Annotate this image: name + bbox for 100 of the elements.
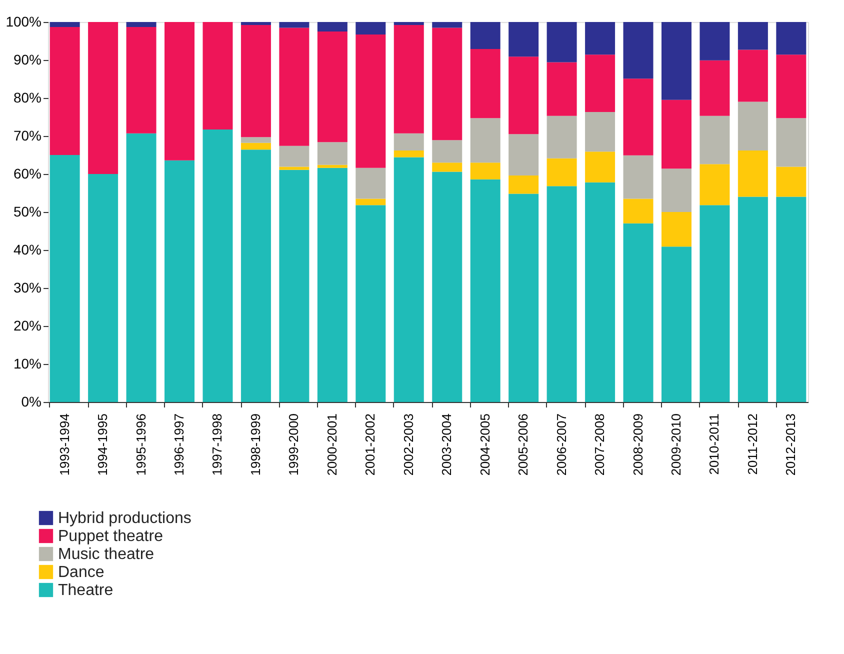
y-tick-label: 70% [13, 128, 42, 144]
bar [508, 56, 539, 134]
y-tick-label: 40% [13, 242, 42, 258]
bar [546, 116, 577, 158]
bar [470, 118, 500, 163]
x-tick-label: 1996-1997 [172, 414, 187, 476]
bar [240, 25, 271, 138]
bar [279, 146, 310, 167]
bar [126, 133, 156, 402]
bar [623, 78, 654, 156]
bar [700, 22, 730, 60]
x-tick-label: 2005-2006 [516, 414, 531, 476]
bar [470, 22, 500, 49]
bar [508, 22, 539, 57]
bar [661, 168, 692, 212]
bar [88, 174, 118, 402]
bar [317, 168, 348, 402]
legend-label: Hybrid productions [58, 510, 192, 527]
x-tick-label: 1994-1995 [95, 414, 110, 476]
bar [317, 142, 348, 165]
bar [546, 22, 577, 62]
bar [776, 166, 806, 197]
x-tick-label: 2001-2002 [362, 414, 378, 476]
x-tick-label: 2000-2001 [324, 414, 340, 476]
bar [432, 22, 462, 28]
x-tick-label: 1997-1998 [210, 414, 225, 476]
bar [776, 196, 806, 402]
bar [279, 22, 310, 28]
bar [776, 22, 806, 55]
x-tick-label: 2009-2010 [668, 414, 684, 476]
bar [738, 50, 768, 102]
y-tick-label: 60% [13, 166, 42, 182]
bar [470, 179, 500, 402]
bar [240, 22, 271, 26]
bar [279, 166, 310, 170]
x-tick-label: 1999-2000 [286, 414, 302, 476]
bar [585, 54, 616, 112]
bar [356, 22, 386, 35]
bar [50, 26, 80, 155]
bar [279, 170, 310, 402]
y-tick-label: 100% [6, 14, 42, 30]
x-tick-label: 2004-2005 [477, 414, 492, 476]
bar [356, 205, 386, 402]
bar [546, 186, 577, 402]
bar [279, 28, 310, 146]
legend-label: Puppet theatre [58, 528, 164, 545]
bar [546, 158, 577, 186]
bar [738, 196, 768, 402]
x-tick-label: 2007-2008 [592, 414, 608, 476]
bar [623, 223, 654, 402]
bar [202, 130, 233, 402]
bar [88, 22, 118, 174]
x-tick-label: 2011-2012 [744, 414, 760, 475]
bar [240, 142, 271, 150]
x-tick-label: 1995-1996 [133, 414, 148, 476]
bar [661, 100, 692, 169]
bar [356, 34, 386, 168]
bar [394, 22, 424, 26]
bar [394, 25, 424, 134]
bar [700, 164, 730, 206]
y-tick-label: 90% [13, 52, 42, 68]
bar [508, 134, 539, 176]
bar [317, 22, 348, 32]
x-tick-label: 2012-2013 [783, 414, 798, 476]
bar [432, 28, 462, 140]
bar [623, 198, 654, 224]
bar [394, 133, 424, 150]
bar [432, 162, 462, 172]
x-tick-label: 2002-2003 [400, 414, 416, 476]
bar [317, 32, 348, 142]
x-tick-label: 1993-1994 [56, 414, 72, 476]
bar [623, 22, 654, 79]
bar [738, 102, 768, 150]
y-tick-label: 0% [21, 394, 42, 410]
x-tick-label: 2010-2011 [706, 414, 722, 475]
x-tick-label: 2003-2004 [439, 414, 454, 476]
bar [50, 155, 80, 402]
bar [700, 205, 730, 402]
bar [394, 150, 424, 158]
y-tick-label: 10% [13, 356, 42, 372]
bar [470, 162, 500, 180]
bar [776, 118, 806, 167]
bar [317, 164, 348, 168]
y-tick-label: 50% [13, 204, 42, 220]
bar [623, 155, 654, 199]
bar [661, 212, 692, 247]
bar [585, 22, 616, 55]
bar [738, 150, 768, 197]
x-tick-label: 2006-2007 [554, 414, 569, 476]
bar [738, 22, 768, 50]
bar [700, 60, 730, 116]
bar [508, 176, 539, 194]
x-tick-label: 1998-1999 [248, 414, 263, 476]
bar [585, 152, 616, 182]
bar [50, 22, 80, 27]
bar [470, 48, 500, 118]
bar [164, 160, 195, 402]
legend-label: Music theatre [58, 546, 154, 563]
legend-label: Dance [58, 564, 104, 581]
bar [356, 168, 386, 199]
